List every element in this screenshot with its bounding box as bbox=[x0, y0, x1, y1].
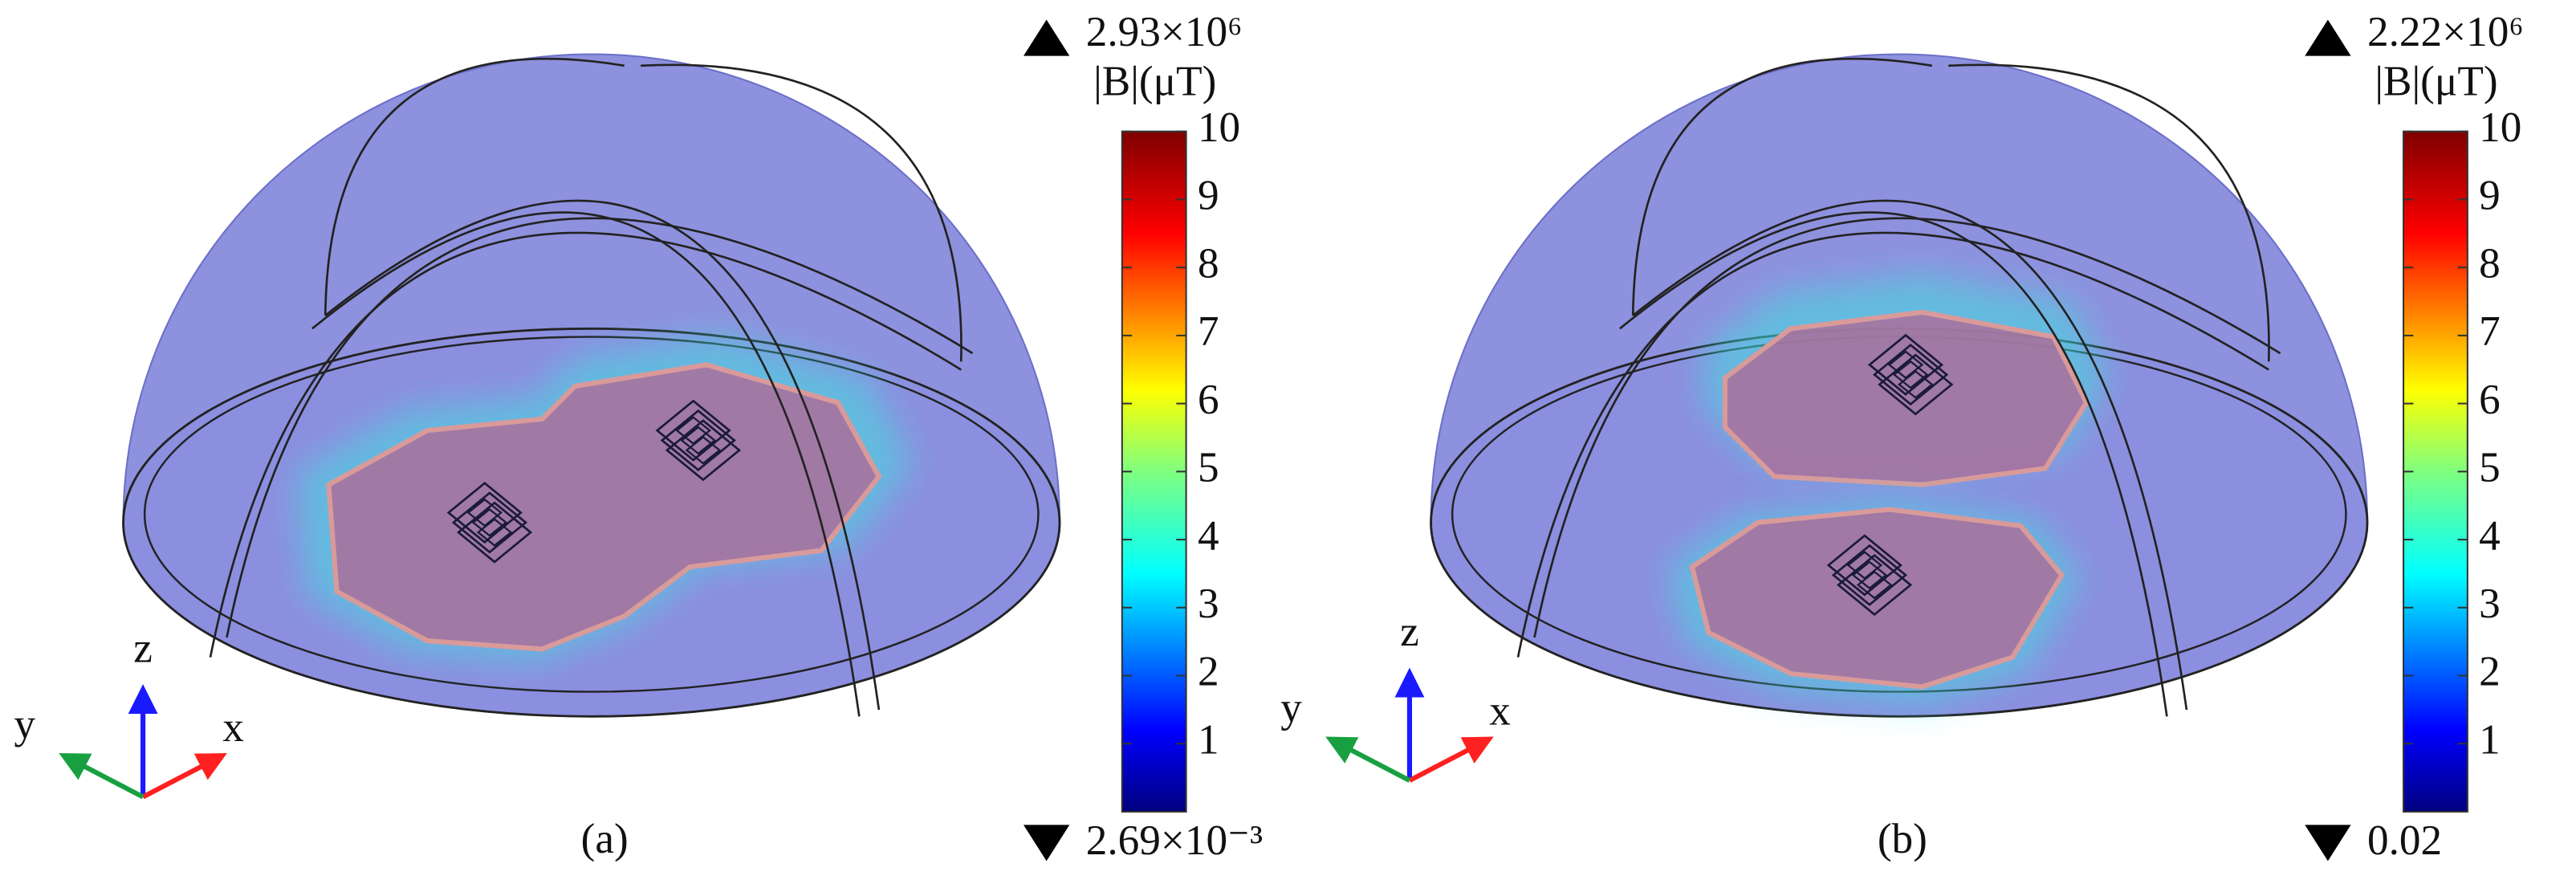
coil bbox=[451, 491, 528, 554]
panel-label: (a) bbox=[581, 815, 629, 862]
colorbar-tick-label: 9 bbox=[1198, 172, 1219, 219]
min-triangle bbox=[1023, 825, 1070, 862]
panel: z x y (b) 1 2 3 4 5 6 7 8 9 10 2.22×10⁶|B|(μT) 0.02 bbox=[1280, 8, 2524, 864]
coil-inner bbox=[680, 426, 717, 455]
colorbar-tick-label: 6 bbox=[2479, 376, 2501, 423]
coil bbox=[446, 481, 523, 544]
coil bbox=[655, 399, 731, 462]
coil-inner bbox=[1856, 570, 1893, 600]
frame-arc bbox=[209, 231, 962, 658]
colorbar bbox=[1121, 130, 1187, 813]
field-region bbox=[1722, 309, 2090, 487]
field-region bbox=[326, 362, 882, 652]
coil-inner bbox=[1851, 560, 1888, 590]
coil-inner bbox=[685, 435, 722, 465]
colorbar-tick-label: 5 bbox=[1198, 444, 1219, 491]
axis-x bbox=[1408, 736, 1494, 783]
frame-arc bbox=[1516, 231, 2269, 658]
colorbar-max-label: 2.22×10⁶ bbox=[2367, 8, 2524, 55]
colorbar-tick-label: 10 bbox=[2479, 104, 2521, 151]
coil bbox=[660, 409, 736, 472]
colorbar-tick-label: 2 bbox=[1198, 648, 1219, 695]
colorbar-min-label: 0.02 bbox=[2367, 817, 2442, 864]
colorbar-tick-label: 1 bbox=[1198, 715, 1219, 763]
colorbar-tick-label: 4 bbox=[2479, 511, 2501, 559]
frame-arc bbox=[1533, 217, 2281, 638]
colorbar-tick-label: 6 bbox=[1198, 376, 1219, 423]
axis-label-y: y bbox=[14, 700, 35, 748]
max-triangle bbox=[2305, 19, 2351, 56]
colorbar-tick-label: 2 bbox=[2479, 648, 2501, 695]
colorbar-tick-label: 5 bbox=[2479, 444, 2501, 491]
colorbar-tick-label: 3 bbox=[2479, 580, 2501, 627]
max-triangle bbox=[1023, 19, 1070, 56]
colorbar-tick-label: 7 bbox=[2479, 308, 2501, 355]
coil-inner bbox=[1897, 370, 1934, 399]
colorbar-tick-label: 3 bbox=[1198, 580, 1219, 627]
coil-inner bbox=[471, 507, 508, 537]
coil bbox=[1872, 344, 1949, 406]
frame-arc bbox=[324, 199, 881, 711]
colorbar-tick-label: 4 bbox=[1198, 511, 1219, 559]
colorbar-tick-label: 8 bbox=[1198, 239, 1219, 287]
axis-y bbox=[1325, 736, 1411, 783]
coil-inner bbox=[675, 416, 711, 445]
frame-arc bbox=[1632, 199, 2188, 711]
frame-arc bbox=[324, 57, 625, 316]
coil bbox=[1826, 534, 1902, 597]
colorbar-unit-label: |B|(μT) bbox=[2375, 58, 2497, 105]
colorbar-max-label: 2.93×10⁶ bbox=[1086, 8, 1243, 55]
colorbar-tick-label: 8 bbox=[2479, 239, 2501, 287]
axis-x bbox=[141, 752, 227, 800]
coil-inner bbox=[1846, 551, 1883, 580]
frame-arc bbox=[1619, 211, 2168, 717]
frame-arc bbox=[641, 63, 962, 362]
coil bbox=[1831, 544, 1908, 606]
frame-arc bbox=[1631, 57, 1932, 316]
dome-base-inner bbox=[143, 336, 1040, 693]
colorbar-tick-label: 9 bbox=[2479, 172, 2501, 219]
axis-label-x: x bbox=[222, 703, 244, 751]
coil-inner bbox=[1887, 350, 1924, 380]
colorbar bbox=[2403, 130, 2468, 813]
colorbar-tick-label: 1 bbox=[2479, 715, 2501, 763]
colorbar-tick-label: 7 bbox=[1198, 308, 1219, 355]
axis-y bbox=[59, 752, 144, 800]
frame-arc bbox=[1948, 63, 2270, 362]
coil bbox=[456, 501, 533, 564]
panel-label: (b) bbox=[1878, 815, 1927, 862]
min-triangle bbox=[2305, 825, 2351, 862]
colorbar-min-label: 2.69×10⁻³ bbox=[1086, 817, 1263, 864]
panel: z x y (a) 1 2 3 4 5 6 7 8 9 10 2.93×10⁶|B|(μT) 2.69×10⁻… bbox=[14, 8, 1263, 864]
coil-inner bbox=[1892, 360, 1929, 389]
axis-label-y: y bbox=[1280, 683, 1302, 731]
colorbar-tick-label: 10 bbox=[1198, 104, 1240, 151]
frame-arc bbox=[226, 217, 974, 638]
coil-inner bbox=[476, 518, 513, 547]
coil bbox=[1878, 353, 1954, 416]
coil-inner bbox=[466, 498, 503, 528]
axis-label-z: z bbox=[1400, 608, 1419, 655]
axis-label-z: z bbox=[133, 625, 153, 672]
axis-label-x: x bbox=[1489, 686, 1511, 734]
frame-arc bbox=[311, 211, 861, 717]
colorbar-unit-label: |B|(μT) bbox=[1093, 58, 1216, 105]
coil bbox=[1836, 553, 1913, 617]
coil bbox=[1867, 333, 1944, 396]
coil bbox=[665, 419, 742, 482]
